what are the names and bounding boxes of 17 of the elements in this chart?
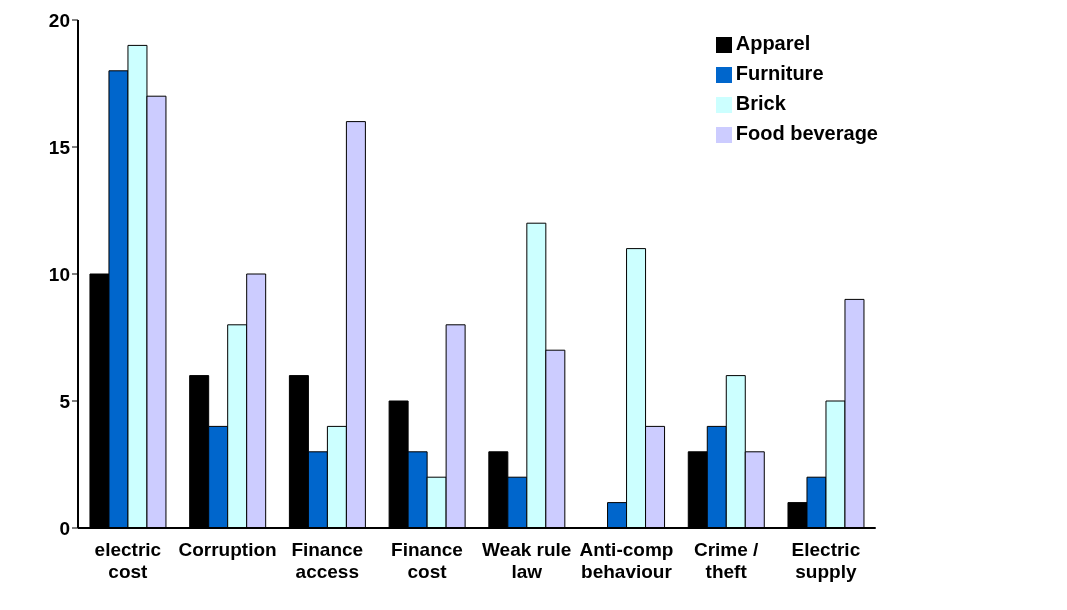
legend-label: Apparel (735, 32, 811, 54)
x-tick-label: Crime / theft (693, 539, 760, 582)
y-tick-label: 10 (48, 263, 70, 285)
x-tick-label: Finance access (291, 539, 364, 582)
y-tick-label: 0 (59, 517, 70, 539)
y-tick-label: 15 (48, 136, 71, 158)
legend-label: Food beverage (735, 122, 878, 144)
legend-label: Furniture (735, 62, 824, 84)
x-tick-label: Anti-comp behaviour (579, 539, 674, 582)
x-tick-label: Electric supply (791, 539, 861, 582)
x-tick-label: Finance cost (391, 539, 463, 582)
x-tick-label: electric cost (94, 539, 162, 582)
legend-label: Brick (735, 92, 786, 114)
x-tick-label: Corruption (178, 539, 277, 560)
y-tick-label: 20 (48, 9, 70, 31)
x-tick-label: Weak rule law (482, 539, 572, 582)
y-tick-label: 5 (59, 390, 71, 412)
